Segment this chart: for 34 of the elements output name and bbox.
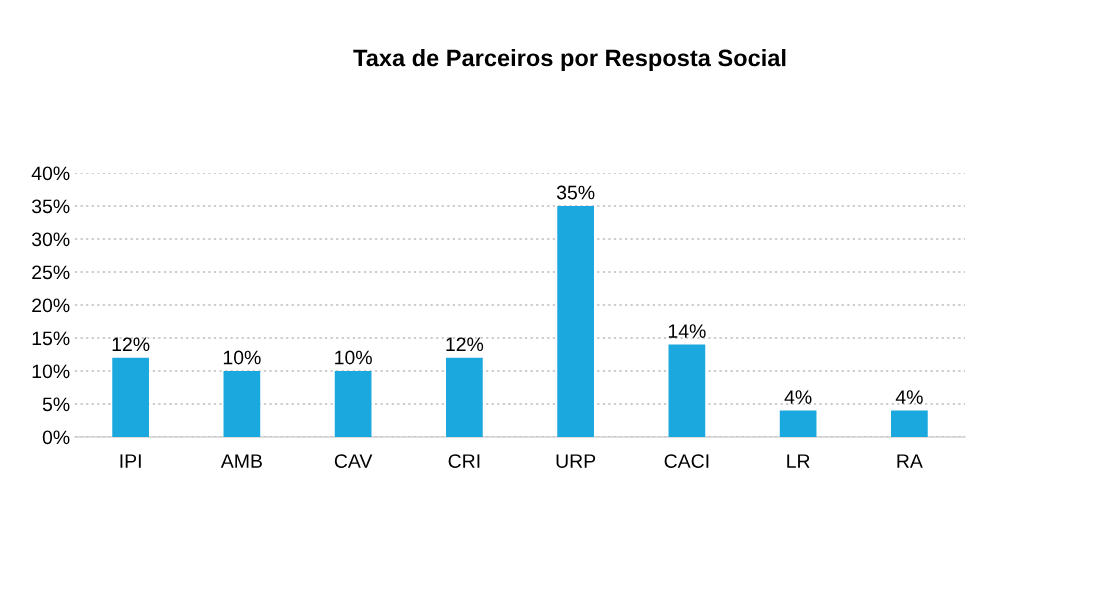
chart-title: Taxa de Parceiros por Resposta Social	[353, 49, 786, 71]
y-tick-label: 35%	[31, 199, 70, 214]
x-tick-label: CRI	[448, 454, 480, 468]
bar	[557, 206, 594, 437]
data-label: 4%	[895, 390, 923, 404]
data-label: 4%	[784, 390, 812, 404]
y-tick-label: 40%	[31, 166, 70, 181]
y-tick-label: 10%	[32, 364, 70, 379]
bar	[891, 410, 928, 437]
data-label: 14%	[668, 324, 706, 338]
x-tick-label: IPI	[120, 454, 141, 468]
data-label: 10%	[223, 350, 261, 365]
bar	[446, 357, 483, 437]
y-tick-label: 5%	[42, 397, 70, 412]
data-label: 35%	[556, 185, 595, 200]
x-tick-label: RA	[897, 454, 923, 468]
y-tick-label: 15%	[32, 331, 70, 346]
y-tick-label: 25%	[32, 265, 70, 280]
y-tick-label: 0%	[42, 430, 70, 445]
bar	[668, 344, 706, 437]
x-tick-label: LR	[787, 454, 810, 468]
x-tick-label: AMB	[220, 454, 262, 468]
data-label: 12%	[112, 337, 150, 352]
y-tick-label: 30%	[31, 232, 70, 247]
bar	[779, 410, 817, 437]
bar	[334, 371, 372, 437]
x-tick-label: CAV	[334, 454, 373, 468]
data-label: 10%	[335, 350, 372, 365]
x-tick-label: CACI	[664, 454, 709, 468]
data-label: 12%	[446, 337, 484, 352]
bar	[112, 357, 149, 437]
x-tick-label: URP	[556, 454, 596, 468]
bar	[223, 371, 261, 437]
y-tick-label: 20%	[32, 298, 70, 313]
